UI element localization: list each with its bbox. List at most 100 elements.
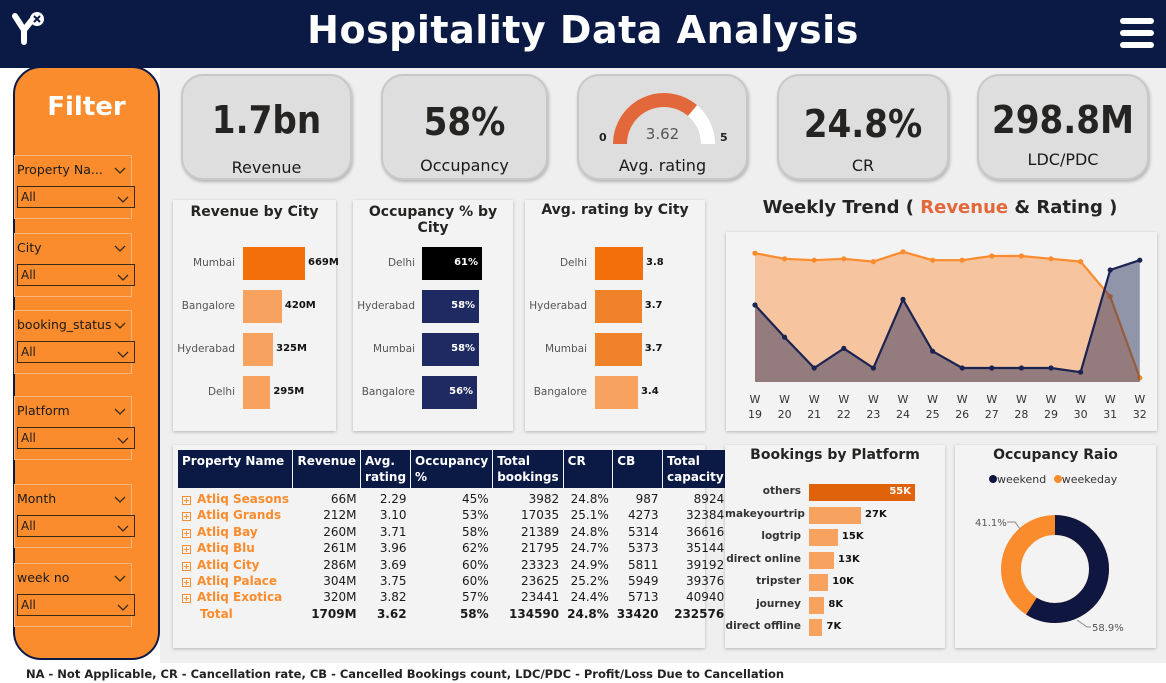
rating-point[interactable] bbox=[1018, 365, 1024, 371]
platform-bar-2[interactable] bbox=[809, 529, 838, 546]
slicer-dropdown[interactable]: All bbox=[17, 186, 135, 208]
revenue-point[interactable] bbox=[811, 257, 817, 263]
revenue-point[interactable] bbox=[900, 249, 906, 255]
bar-1[interactable] bbox=[595, 290, 642, 323]
bar-3[interactable] bbox=[422, 376, 478, 409]
occupancy-by-city-title: Occupancy % by City bbox=[368, 204, 498, 236]
revenue-point[interactable] bbox=[870, 259, 876, 265]
platform-bar-3[interactable] bbox=[809, 551, 835, 569]
rating-point[interactable] bbox=[989, 365, 995, 371]
rating-point[interactable] bbox=[1107, 267, 1113, 273]
table-cell: 17035 bbox=[520, 508, 560, 523]
platform-bar-5[interactable] bbox=[809, 596, 825, 614]
revenue-point[interactable] bbox=[959, 257, 965, 263]
column-header[interactable]: Avg. rating bbox=[360, 450, 412, 488]
rating-point[interactable] bbox=[900, 296, 906, 302]
expand-icon[interactable]: + bbox=[182, 578, 191, 588]
table-cell: 3.75 bbox=[379, 574, 407, 589]
revenue-line bbox=[754, 250, 1141, 379]
platform-bar-1[interactable] bbox=[809, 506, 862, 524]
bar-3[interactable] bbox=[243, 376, 271, 409]
bar-1[interactable] bbox=[422, 290, 480, 323]
x-tick-label: W bbox=[1046, 393, 1057, 406]
rating-point[interactable] bbox=[930, 348, 936, 354]
expand-icon[interactable]: + bbox=[182, 496, 191, 505]
rating-point[interactable] bbox=[870, 365, 876, 371]
column-header[interactable]: Occupancy % bbox=[410, 450, 494, 488]
chevron-down-icon[interactable] bbox=[113, 240, 127, 252]
rating-point[interactable] bbox=[1137, 257, 1143, 263]
revenue-point[interactable] bbox=[1107, 294, 1113, 300]
slicer-dropdown[interactable]: All bbox=[17, 427, 135, 449]
revenue-point[interactable] bbox=[1137, 375, 1143, 381]
platform-bar-0[interactable] bbox=[809, 484, 915, 501]
table-row[interactable]: + Atliq City 286M 3.69 60% 23323 24.9% 5811 3919… bbox=[178, 557, 728, 573]
column-header[interactable]: Property Name bbox=[178, 450, 294, 488]
platform-value-label: 8K bbox=[828, 598, 844, 610]
chevron-down-icon[interactable] bbox=[113, 162, 127, 174]
weekend-slice[interactable] bbox=[1001, 515, 1109, 623]
rating-point[interactable] bbox=[959, 365, 965, 371]
bar-3[interactable] bbox=[595, 376, 638, 409]
revenue-point[interactable] bbox=[782, 256, 788, 262]
bar-2[interactable] bbox=[243, 333, 274, 366]
x-tick-label: 22 bbox=[837, 408, 851, 421]
slicer-dropdown[interactable]: All bbox=[17, 341, 135, 363]
expand-icon[interactable]: + bbox=[182, 528, 191, 538]
expand-icon[interactable]: + bbox=[182, 512, 191, 522]
slicer-dropdown[interactable]: All bbox=[17, 264, 135, 286]
revenue-point[interactable] bbox=[752, 250, 758, 256]
property-name: Atliq Exotica bbox=[197, 590, 283, 605]
table-row[interactable]: + Atliq Exotica 320M 3.82 57% 23441 24.4% 5713 4… bbox=[178, 589, 728, 605]
column-header[interactable]: Total capacity bbox=[662, 450, 729, 488]
revenue-point[interactable] bbox=[841, 256, 847, 262]
table-row[interactable]: + Atliq Blu 261M 3.96 62% 21795 24.7% 5373 35144 bbox=[178, 540, 728, 556]
chevron-down-icon[interactable] bbox=[113, 317, 127, 329]
revenue-point[interactable] bbox=[989, 253, 995, 259]
platform-bar-6[interactable] bbox=[809, 619, 823, 636]
rating-point[interactable] bbox=[752, 302, 758, 308]
bar-0[interactable] bbox=[595, 247, 643, 280]
slicer-dropdown[interactable]: All bbox=[17, 515, 135, 537]
chevron-down-icon[interactable] bbox=[113, 491, 127, 503]
rating-point[interactable] bbox=[1048, 365, 1054, 371]
rating-point[interactable] bbox=[782, 334, 788, 340]
chevron-down-icon[interactable] bbox=[113, 403, 127, 415]
revenue-point[interactable] bbox=[930, 257, 936, 263]
rating-point[interactable] bbox=[841, 345, 847, 351]
revenue-point[interactable] bbox=[1078, 259, 1084, 265]
weekly-trend-title-rating: Rating bbox=[1036, 197, 1103, 218]
table-row[interactable]: + Atliq Grands 212M 3.10 53% 17035 25.1% 4273 32… bbox=[178, 507, 728, 523]
expand-icon[interactable]: + bbox=[182, 561, 191, 571]
rating-point[interactable] bbox=[1078, 369, 1084, 375]
x-tick-label: 30 bbox=[1074, 408, 1088, 421]
expand-icon[interactable]: + bbox=[182, 594, 191, 604]
table-row[interactable]: + Atliq Palace 304M 3.75 60% 23625 25.2% 5949 39… bbox=[178, 573, 728, 589]
bar-2[interactable] bbox=[422, 333, 480, 366]
revenue-point[interactable] bbox=[1048, 256, 1054, 262]
x-tick-label: 23 bbox=[866, 408, 880, 421]
column-header[interactable]: Total bookings bbox=[492, 450, 564, 488]
table-row[interactable]: + Atliq Seasons 66M 2.29 45% 3982 24.8% 987 8924 bbox=[178, 491, 728, 507]
hamburger-menu-icon[interactable] bbox=[1120, 18, 1156, 50]
table-cell: 45% bbox=[462, 492, 489, 506]
bar-2[interactable] bbox=[595, 333, 642, 366]
table-cell: 40940 bbox=[686, 590, 725, 605]
bar-0[interactable] bbox=[422, 247, 482, 280]
expand-icon[interactable]: + bbox=[182, 545, 191, 555]
rating-point[interactable] bbox=[811, 365, 817, 371]
platform-bar-4[interactable] bbox=[809, 574, 829, 591]
bar-0[interactable] bbox=[243, 247, 305, 280]
column-header[interactable]: CB bbox=[612, 450, 664, 488]
bar-1[interactable] bbox=[243, 290, 282, 323]
platform-label: journey bbox=[756, 597, 801, 610]
column-header[interactable]: CR bbox=[563, 450, 614, 488]
table-cell: 212M bbox=[323, 508, 357, 523]
total-cell: 3.62 bbox=[376, 606, 407, 621]
column-header[interactable]: Revenue bbox=[292, 450, 362, 488]
slicer-dropdown[interactable]: All bbox=[17, 594, 135, 616]
weekly-trend-title-revenue: Revenue bbox=[920, 197, 1009, 218]
revenue-point[interactable] bbox=[1018, 253, 1024, 259]
table-row[interactable]: + Atliq Bay 260M 3.71 58% 21389 24.8% 5314 36616 bbox=[178, 524, 728, 540]
chevron-down-icon[interactable] bbox=[113, 570, 127, 582]
